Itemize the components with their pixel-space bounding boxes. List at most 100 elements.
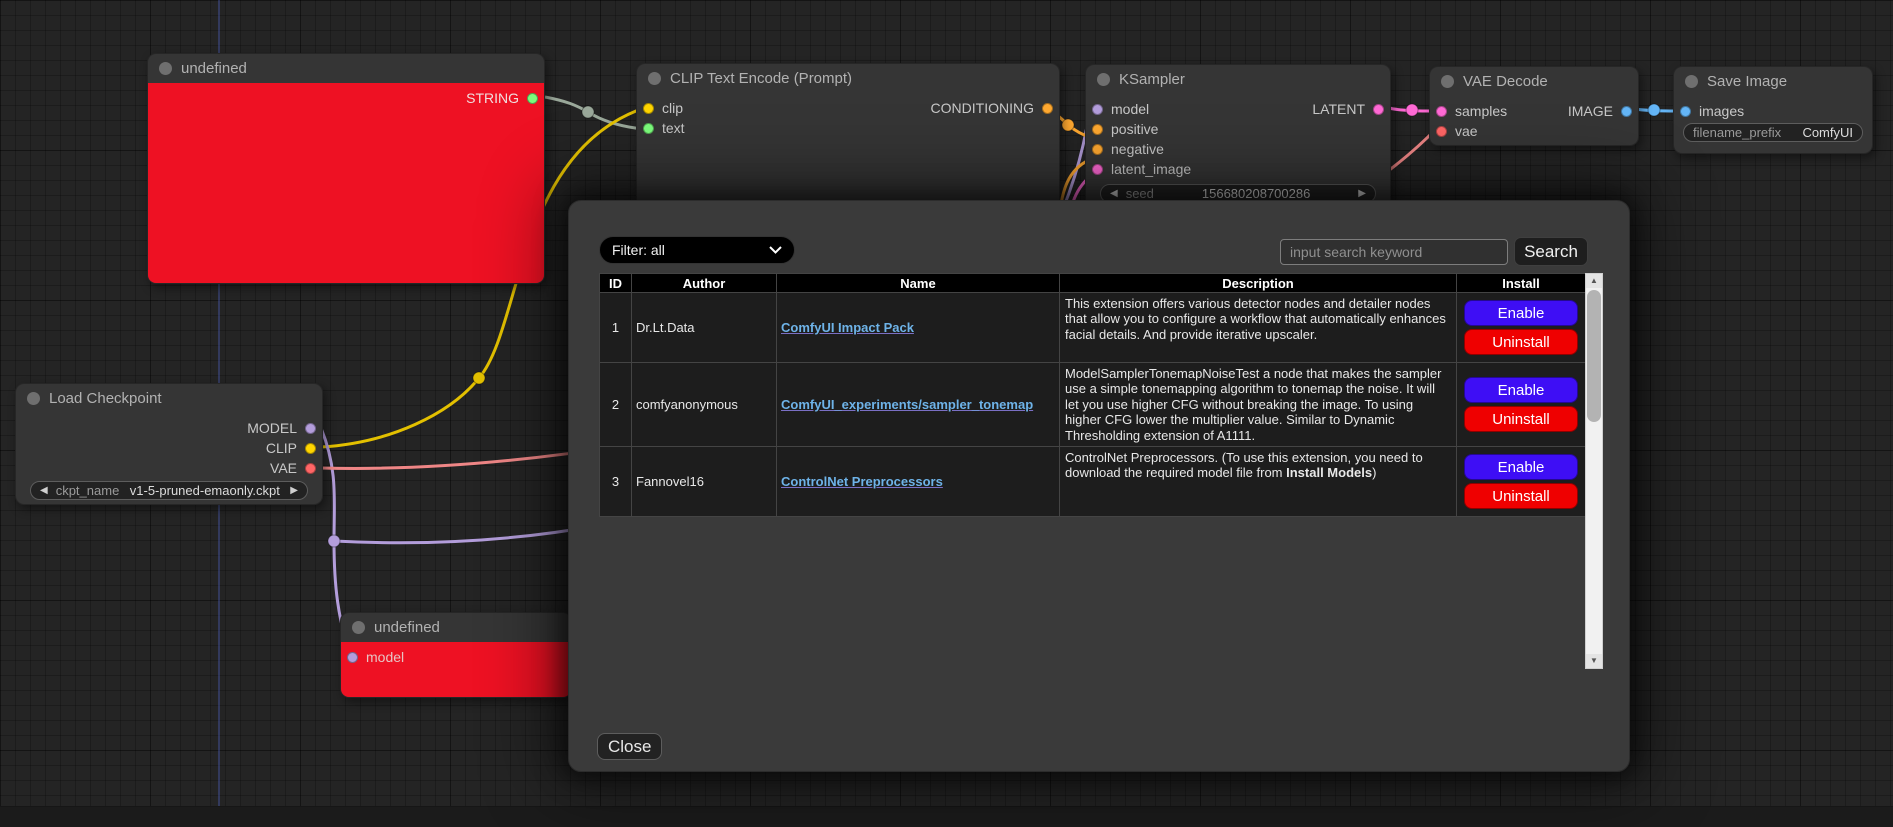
output-dot[interactable] [527,92,538,104]
collapse-dot-icon[interactable] [1685,75,1698,88]
output-slot-clip[interactable]: CLIP [266,440,316,456]
node-clip-text-encode[interactable]: CLIP Text Encode (Prompt) clip CONDITION… [636,63,1060,210]
node-header[interactable]: KSampler [1086,65,1390,94]
node-undefined-bottom[interactable]: undefined model [340,612,572,698]
node-header[interactable]: undefined [148,54,544,83]
input-dot[interactable] [1436,105,1447,117]
scrollbar-thumb[interactable] [1587,290,1601,422]
uninstall-button[interactable]: Uninstall [1464,406,1578,433]
input-dot[interactable] [1092,143,1103,155]
input-slot-clip[interactable]: clip [643,100,683,116]
input-slot-images[interactable]: images [1680,103,1744,119]
reroute-dot[interactable] [472,371,486,385]
search-button[interactable]: Search [1514,237,1588,266]
input-slot-samples[interactable]: samples [1436,103,1507,119]
slot-label: MODEL [247,420,297,436]
node-ksampler[interactable]: KSampler model LATENT positive [1085,64,1391,214]
node-title: KSampler [1119,71,1185,88]
node-header[interactable]: VAE Decode [1430,67,1638,96]
node-undefined-top[interactable]: undefined STRING [147,53,545,284]
output-dot[interactable] [1621,105,1632,117]
collapse-dot-icon[interactable] [159,62,172,75]
input-slot-negative[interactable]: negative [1092,141,1164,157]
collapse-dot-icon[interactable] [27,392,40,405]
widget-value[interactable]: v1-5-pruned-emaonly.ckpt [129,483,280,498]
output-slot-conditioning[interactable]: CONDITIONING [931,100,1053,116]
output-dot[interactable] [305,462,316,474]
cell-install: Enable Uninstall [1456,446,1586,518]
extension-link[interactable]: ControlNet Preprocessors [781,474,943,490]
next-arrow-icon[interactable]: ▶ [290,485,298,496]
filename-prefix-widget[interactable]: filename_prefix ComfyUI [1683,123,1863,142]
enable-button[interactable]: Enable [1464,377,1578,404]
output-slot-latent[interactable]: LATENT [1312,101,1384,117]
widget-value[interactable]: ComfyUI [1802,125,1853,140]
node-save-image[interactable]: Save Image images filename_prefix ComfyU… [1673,66,1873,154]
uninstall-button[interactable]: Uninstall [1464,329,1578,355]
decrement-arrow-icon[interactable]: ◀ [1110,188,1118,199]
input-dot[interactable] [1092,163,1103,175]
output-slot-image[interactable]: IMAGE [1568,103,1632,119]
reroute-dot[interactable] [327,534,341,548]
reroute-dot[interactable] [1647,103,1661,117]
reroute-dot[interactable] [581,105,595,119]
slot-label: negative [1111,141,1164,157]
scroll-up-button[interactable]: ▲ [1586,274,1602,288]
input-slot-latent-image[interactable]: latent_image [1092,161,1191,177]
filter-dropdown[interactable]: Filter: all [599,236,795,264]
input-dot[interactable] [1680,105,1691,117]
slot-label: samples [1455,103,1508,119]
output-slot-model[interactable]: MODEL [247,420,316,436]
collapse-dot-icon[interactable] [1441,75,1454,88]
search-input[interactable] [1280,239,1508,265]
wire-clip[interactable] [320,106,645,449]
node-header[interactable]: Save Image [1674,67,1872,96]
scroll-down-button[interactable]: ▼ [1586,654,1602,668]
cell-author: Dr.Lt.Data [631,292,777,363]
input-slot-vae[interactable]: vae [1436,123,1478,139]
node-header[interactable]: Load Checkpoint [16,384,322,413]
output-dot[interactable] [305,422,316,434]
node-vae-decode[interactable]: VAE Decode samples IMAGE vae [1429,66,1639,146]
input-slot-positive[interactable]: positive [1092,121,1158,137]
cell-id: 3 [599,446,632,518]
input-dot[interactable] [1092,123,1103,135]
extension-link[interactable]: ComfyUI_experiments/sampler_tonemap [781,397,1034,413]
input-dot[interactable] [643,102,654,114]
close-button[interactable]: Close [597,733,663,760]
input-slot-model[interactable]: model [1092,101,1149,117]
input-dot[interactable] [347,651,358,663]
node-header[interactable]: CLIP Text Encode (Prompt) [637,64,1059,93]
collapse-dot-icon[interactable] [648,72,661,85]
slot-label: IMAGE [1567,103,1613,119]
reroute-dot[interactable] [1405,103,1419,117]
table-scrollbar[interactable]: ▲ ▼ [1585,273,1603,669]
reroute-dot[interactable] [1061,118,1075,132]
enable-button[interactable]: Enable [1464,300,1578,326]
output-slot-string[interactable]: STRING [466,90,538,106]
input-dot[interactable] [1436,125,1447,137]
node-header[interactable]: undefined [341,613,571,642]
input-dot[interactable] [1092,103,1103,115]
extension-link[interactable]: ComfyUI Impact Pack [781,320,914,335]
output-slot-vae[interactable]: VAE [270,460,316,476]
collapse-dot-icon[interactable] [1097,73,1110,86]
collapse-dot-icon[interactable] [352,621,365,634]
input-slot-model[interactable]: model [347,649,404,665]
ckpt-name-widget[interactable]: ◀ ckpt_name v1-5-pruned-emaonly.ckpt ▶ [30,481,308,500]
cell-description: This extension offers various detector n… [1059,292,1457,363]
output-dot[interactable] [1042,102,1053,114]
table-header-row: ID Author Name Description Install [599,273,1586,293]
prev-arrow-icon[interactable]: ◀ [40,485,48,496]
input-dot[interactable] [643,122,654,134]
increment-arrow-icon[interactable]: ▶ [1358,188,1366,199]
column-header-author: Author [631,273,777,293]
output-dot[interactable] [305,442,316,454]
enable-button[interactable]: Enable [1464,454,1578,481]
widget-value[interactable]: 156680208700286 [1201,186,1311,201]
input-slot-text[interactable]: text [643,120,685,136]
widget-label: seed [1125,186,1154,201]
uninstall-button[interactable]: Uninstall [1464,483,1578,510]
output-dot[interactable] [1373,103,1384,115]
node-load-checkpoint[interactable]: Load Checkpoint MODEL CLIP VAE [15,383,323,505]
